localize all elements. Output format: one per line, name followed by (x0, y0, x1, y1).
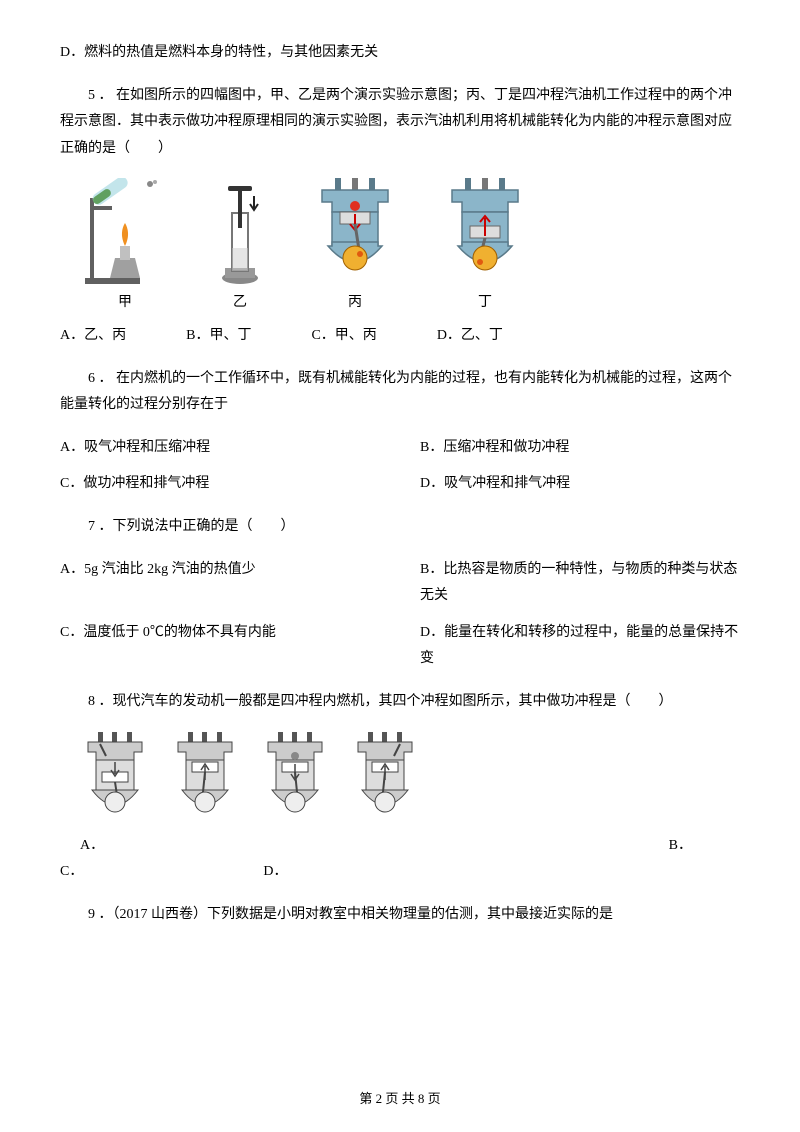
q6-opt-d: D．吸气冲程和排气冲程 (420, 471, 740, 498)
fig-ding: 丁 (440, 178, 530, 317)
q8-options-row2: C． D． (60, 859, 740, 886)
q8-opt-d: D． (263, 859, 287, 886)
q7-opt-a: A．5g 汽油比 2kg 汽油的热值少 (60, 557, 380, 610)
q8-opt-c: C． (60, 859, 83, 886)
q5-options: A．乙、丙 B．甲、丁 C．甲、丙 D．乙、丁 (60, 323, 740, 350)
q5-figure-row: 甲 乙 (80, 178, 740, 317)
page-footer: 第 2 页 共 8 页 (0, 1087, 800, 1112)
q6-options: A．吸气冲程和压缩冲程 B．压缩冲程和做功冲程 C．做功冲程和排气冲程 D．吸气… (60, 435, 740, 498)
q5-opt-d: D．乙、丁 (437, 323, 503, 350)
fig-yi: 乙 (210, 178, 270, 317)
q7-opt-d: D．能量在转化和转移的过程中，能量的总量保持不变 (420, 620, 740, 673)
q7-stem: 7 ．下列说法中正确的是（ ） (60, 514, 740, 541)
q8-figure-row (80, 732, 740, 827)
q8-opt-b: B． (669, 833, 692, 860)
q4-opt-d: D．燃料的热值是燃料本身的特性，与其他因素无关 (60, 40, 740, 67)
q6-stem: 6 ． 在内燃机的一个工作循环中，既有机械能转化为内能的过程，也有内能转化为机械… (60, 366, 740, 419)
fig-bing-label: 丙 (348, 290, 362, 317)
fig-jia-label: 甲 (118, 290, 132, 317)
q8-engine-1 (80, 732, 150, 827)
fig-jia: 甲 (80, 178, 170, 317)
q8-engine-2 (170, 732, 240, 827)
fig-bing: 丙 (310, 178, 400, 317)
fig-yi-label: 乙 (233, 290, 247, 317)
q6-opt-c: C．做功冲程和排气冲程 (60, 471, 380, 498)
q6-opt-a: A．吸气冲程和压缩冲程 (60, 435, 380, 462)
q8-engine-4 (350, 732, 420, 827)
fig-ding-label: 丁 (478, 290, 492, 317)
q8-stem: 8 ．现代汽车的发动机一般都是四冲程内燃机，其四个冲程如图所示，其中做功冲程是（… (60, 689, 740, 716)
q9-stem: 9 ．（2017 山西卷）下列数据是小明对教室中相关物理量的估测，其中最接近实际… (60, 902, 740, 929)
q8-opt-a: A． (80, 833, 104, 860)
q5-stem: 5 ． 在如图所示的四幅图中，甲、乙是两个演示实验示意图；丙、丁是四冲程汽油机工… (60, 83, 740, 163)
q6-opt-b: B．压缩冲程和做功冲程 (420, 435, 740, 462)
q5-opt-a: A．乙、丙 (60, 323, 126, 350)
q5-opt-b: B．甲、丁 (186, 323, 251, 350)
q7-opt-b: B．比热容是物质的一种特性，与物质的种类与状态无关 (420, 557, 740, 610)
q7-options: A．5g 汽油比 2kg 汽油的热值少 B．比热容是物质的一种特性，与物质的种类… (60, 557, 740, 673)
q5-opt-c: C．甲、丙 (311, 323, 376, 350)
q7-opt-c: C．温度低于 0℃的物体不具有内能 (60, 620, 380, 673)
q8-options-row1: A． B． (80, 833, 692, 860)
q8-engine-3 (260, 732, 330, 827)
